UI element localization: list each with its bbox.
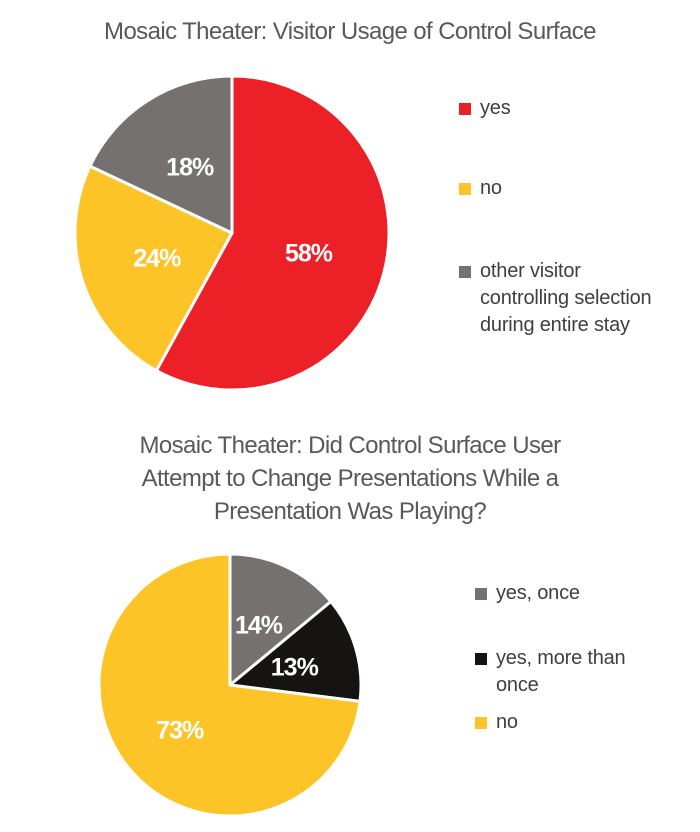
chart-2-pie: 14% 13% 73% bbox=[97, 552, 363, 818]
legend-swatch-icon bbox=[459, 183, 471, 195]
legend-item: yes, once bbox=[475, 580, 675, 607]
pie-slice-no bbox=[97, 552, 362, 818]
pie-slice-yes-more-than-once bbox=[228, 600, 363, 703]
legend-label: other visitor controlling selection duri… bbox=[480, 260, 652, 336]
slice-label: 13% bbox=[271, 653, 319, 681]
chart-2-legend: yes, once yes, more than once no bbox=[475, 580, 675, 736]
legend-label: yes, more than once bbox=[496, 647, 626, 696]
pie-slice-yes-once bbox=[228, 552, 333, 687]
legend-item: yes bbox=[459, 95, 664, 122]
slice-label: 18% bbox=[166, 153, 214, 181]
chart-2-title: Mosaic Theater: Did Control Surface User… bbox=[139, 432, 561, 525]
legend-swatch-icon bbox=[475, 653, 487, 665]
legend-label: no bbox=[480, 177, 502, 199]
slice-label: 24% bbox=[133, 244, 181, 272]
legend-label: yes bbox=[480, 97, 511, 119]
legend-swatch-icon bbox=[475, 717, 487, 729]
slice-label: 14% bbox=[235, 611, 283, 639]
chart-1-title: Mosaic Theater: Visitor Usage of Control… bbox=[104, 18, 596, 45]
slice-label: 58% bbox=[285, 240, 333, 268]
legend-item: no bbox=[459, 175, 664, 202]
legend-item: other visitor controlling selection duri… bbox=[459, 258, 664, 339]
legend-label: yes, once bbox=[496, 582, 580, 604]
chart-1-pie: 58% 24% 18% bbox=[73, 74, 391, 392]
legend-item: no bbox=[475, 709, 675, 736]
pie-slice-yes bbox=[154, 74, 391, 392]
slice-label: 73% bbox=[156, 716, 204, 744]
legend-swatch-icon bbox=[459, 266, 471, 278]
pie-slice-other-visitor-controlling-selection-during-entire-stay bbox=[88, 74, 234, 235]
pie-slice-no bbox=[73, 164, 234, 373]
legend-swatch-icon bbox=[459, 103, 471, 115]
legend-label: no bbox=[496, 711, 518, 733]
legend-swatch-icon bbox=[475, 588, 487, 600]
chart-1-legend: yes no other visitor controlling selection… bbox=[459, 95, 664, 339]
legend-item: yes, more than once bbox=[475, 645, 675, 699]
